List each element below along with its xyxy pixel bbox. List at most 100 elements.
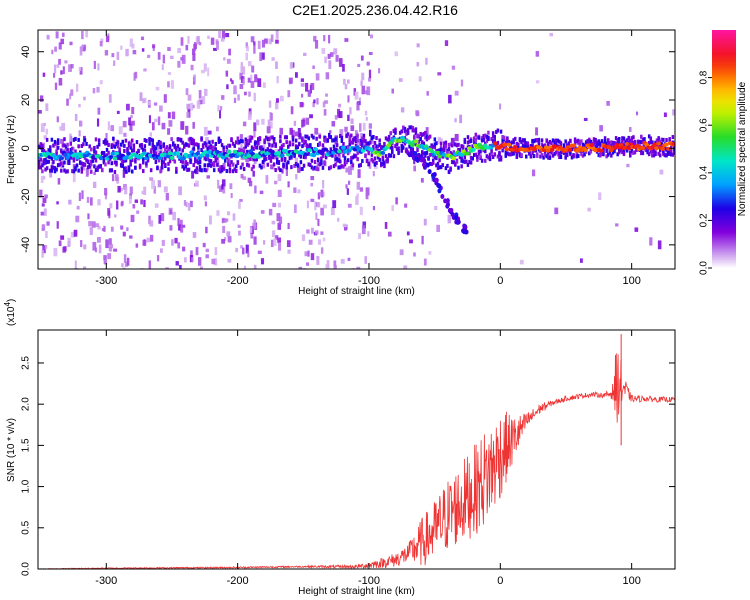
- ridge-cell: [337, 149, 342, 154]
- band-cell: [280, 147, 284, 152]
- noise-cell: [132, 204, 136, 209]
- band-cell: [424, 151, 427, 156]
- band-cell: [282, 142, 285, 147]
- band-cell: [622, 149, 626, 154]
- band-cell: [310, 146, 314, 151]
- noise-cell: [98, 244, 102, 254]
- band-cell: [507, 140, 511, 145]
- noise-cell: [199, 41, 202, 46]
- noise-cell: [287, 90, 291, 98]
- noise-cell: [323, 109, 327, 116]
- band-cell: [272, 162, 276, 167]
- band-cell: [197, 160, 200, 165]
- noise-cell: [83, 244, 87, 250]
- band-cell: [217, 137, 221, 142]
- band-cell: [583, 152, 586, 157]
- band-cell: [94, 150, 98, 155]
- band-cell: [610, 153, 613, 158]
- noise-cell: [365, 194, 369, 200]
- band-cell: [394, 127, 397, 132]
- ridge-cell: [141, 151, 147, 156]
- band-cell: [523, 144, 526, 149]
- band-cell: [430, 162, 433, 167]
- band-cell: [91, 158, 95, 163]
- ridge-cell: [311, 153, 317, 158]
- ridge-cell: [205, 153, 210, 158]
- noise-cell: [250, 230, 254, 239]
- band-cell: [521, 143, 525, 148]
- noise-cell: [348, 180, 351, 185]
- noise-cell: [45, 103, 49, 111]
- noise-cell: [151, 122, 155, 131]
- band-cell: [595, 140, 599, 145]
- band-cell: [487, 137, 490, 142]
- band-cell: [365, 159, 369, 164]
- noise-cell: [263, 240, 266, 245]
- noise-cell: [356, 102, 360, 111]
- noise-cell: [316, 201, 321, 208]
- band-cell: [192, 141, 195, 146]
- band-cell: [266, 162, 270, 167]
- noise-cell: [60, 70, 63, 75]
- band-cell: [420, 140, 424, 145]
- band-cell: [179, 159, 183, 164]
- band-cell: [268, 142, 271, 147]
- band-cell: [236, 136, 240, 141]
- band-cell: [438, 158, 441, 163]
- y-tick-label: 0.5: [21, 520, 32, 534]
- noise-cell: [86, 196, 90, 203]
- band-cell: [113, 160, 117, 165]
- band-cell: [367, 151, 370, 156]
- band-cell: [38, 165, 41, 170]
- noise-cell: [180, 121, 185, 130]
- ridge-cell: [549, 147, 555, 152]
- noise-cell: [230, 193, 233, 199]
- band-cell: [454, 142, 457, 147]
- band-cell: [670, 150, 673, 155]
- noise-cell: [303, 52, 307, 56]
- noise-cell: [298, 266, 303, 269]
- noise-cell: [42, 197, 47, 203]
- band-cell: [118, 150, 121, 155]
- ridge-cell: [270, 149, 275, 154]
- band-cell: [554, 138, 558, 143]
- band-cell: [321, 165, 325, 170]
- band-cell: [468, 139, 471, 144]
- noise-cell: [93, 171, 96, 176]
- noise-cell: [359, 206, 363, 216]
- band-cell: [115, 162, 118, 167]
- noise-cell: [387, 231, 392, 237]
- band-cell: [394, 130, 397, 135]
- band-cell: [649, 149, 653, 154]
- ridge-cell: [398, 138, 403, 143]
- band-cell: [485, 134, 489, 139]
- noise-cell: [169, 209, 172, 215]
- band-cell: [304, 139, 307, 144]
- band-cell: [635, 147, 638, 152]
- noise-cell: [439, 138, 443, 143]
- band-cell: [170, 153, 173, 158]
- band-cell: [323, 135, 326, 140]
- noise-cell: [156, 255, 160, 262]
- noise-cell: [60, 38, 65, 45]
- noise-cell: [130, 114, 133, 119]
- band-cell: [646, 150, 649, 155]
- ridge-cell: [124, 155, 130, 160]
- band-cell: [327, 132, 331, 137]
- band-cell: [507, 152, 511, 157]
- band-cell: [171, 141, 175, 146]
- band-cell: [45, 166, 49, 171]
- noise-cell: [350, 125, 355, 132]
- band-cell: [392, 154, 396, 159]
- band-cell: [543, 143, 547, 148]
- noise-cell: [121, 263, 124, 268]
- band-cell: [652, 153, 656, 158]
- band-cell: [450, 152, 454, 157]
- band-cell: [472, 140, 476, 145]
- ridge-cell: [492, 141, 498, 146]
- band-cell: [285, 135, 288, 140]
- noise-cell: [179, 219, 183, 228]
- band-cell: [216, 152, 219, 157]
- band-cell: [428, 134, 432, 139]
- band-cell: [173, 143, 177, 148]
